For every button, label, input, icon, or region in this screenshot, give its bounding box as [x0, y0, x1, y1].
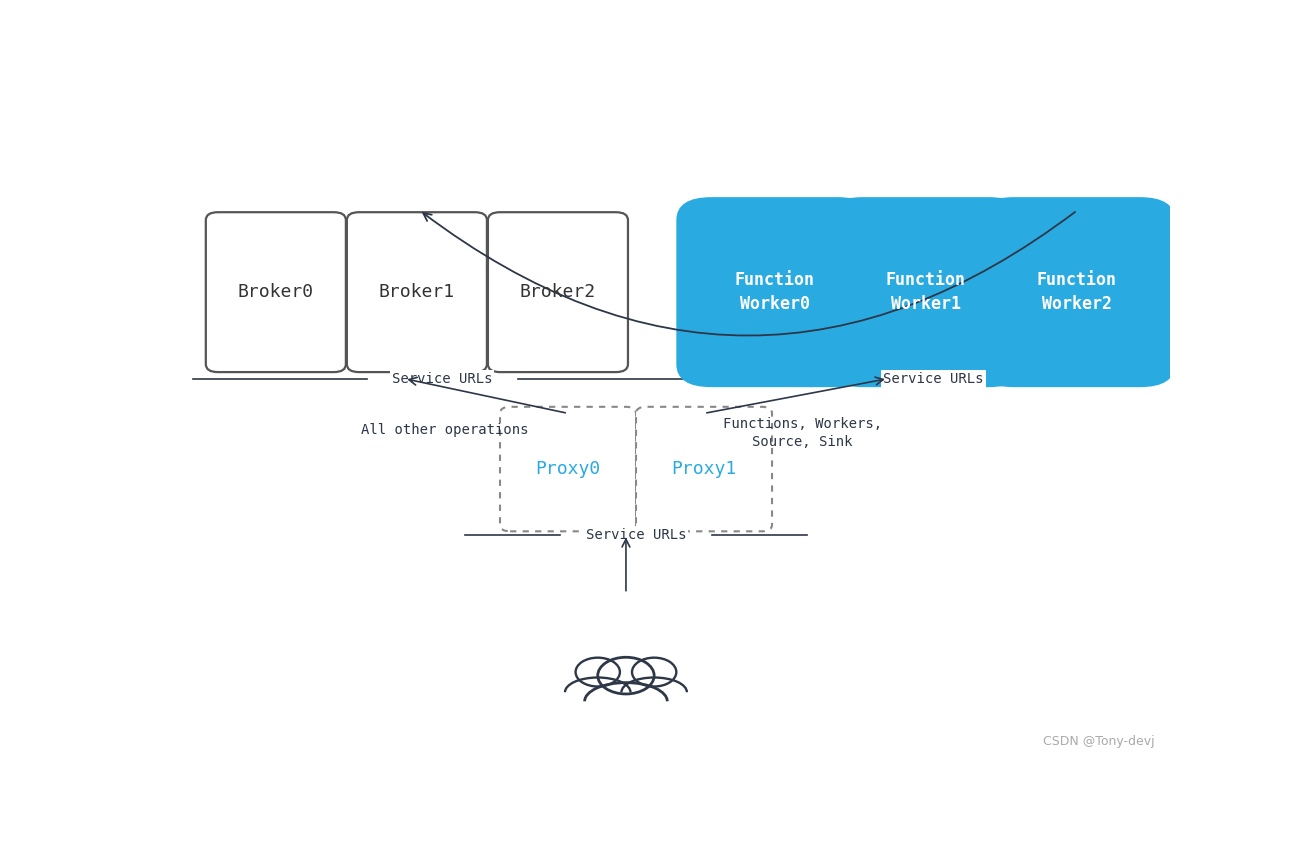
FancyBboxPatch shape	[500, 407, 636, 531]
FancyBboxPatch shape	[488, 212, 628, 372]
FancyBboxPatch shape	[347, 212, 488, 372]
Text: Function
Worker1: Function Worker1	[885, 271, 966, 313]
Text: Broker2: Broker2	[520, 283, 595, 301]
Text: Broker0: Broker0	[238, 283, 313, 301]
Text: All other operations: All other operations	[361, 423, 528, 437]
Text: Service URLs: Service URLs	[391, 372, 493, 386]
Text: Service URLs: Service URLs	[586, 528, 686, 541]
FancyBboxPatch shape	[676, 197, 872, 387]
FancyBboxPatch shape	[636, 407, 772, 531]
Text: Broker1: Broker1	[378, 283, 455, 301]
FancyBboxPatch shape	[205, 212, 346, 372]
Text: Function
Worker2: Function Worker2	[1037, 271, 1117, 313]
FancyBboxPatch shape	[827, 197, 1024, 387]
FancyBboxPatch shape	[979, 197, 1175, 387]
Text: Proxy0: Proxy0	[536, 460, 601, 478]
Text: Proxy1: Proxy1	[671, 460, 737, 478]
Text: Function
Worker0: Function Worker0	[734, 271, 815, 313]
Text: CSDN @Tony-devj: CSDN @Tony-devj	[1044, 734, 1154, 747]
Text: Service URLs: Service URLs	[883, 372, 984, 386]
Text: Functions, Workers,
Source, Sink: Functions, Workers, Source, Sink	[723, 417, 881, 449]
